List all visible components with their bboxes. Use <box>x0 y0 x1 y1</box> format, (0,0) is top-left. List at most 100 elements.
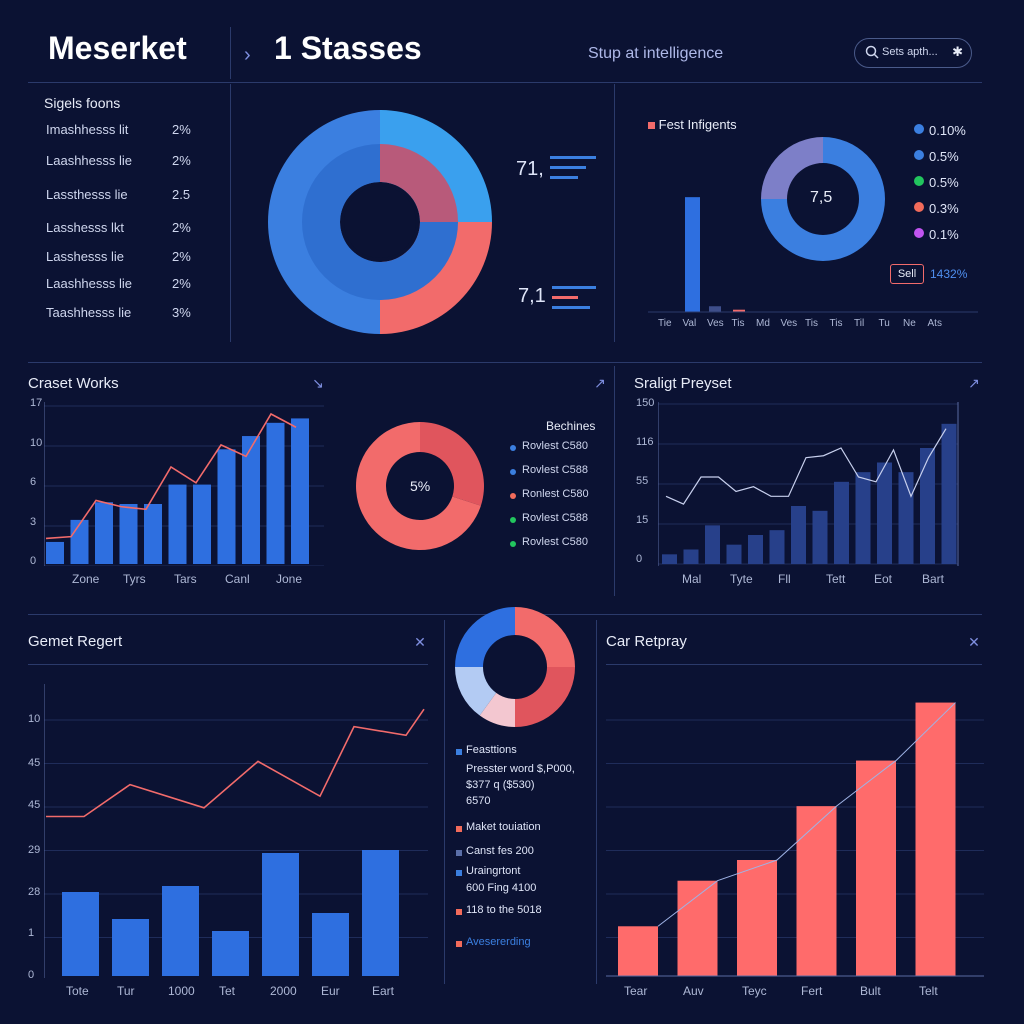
x-tick: Jone <box>276 572 303 586</box>
expand-icon[interactable]: ↗ <box>968 374 980 391</box>
x-tick: Mal <box>682 572 702 586</box>
signal-row-label: Lasshesss lkt <box>46 220 125 235</box>
x-tick: 2000 <box>270 984 297 998</box>
legend-label: Canst fes 200 <box>466 845 534 857</box>
x-tick: Ne <box>903 318 916 329</box>
y-tick: 1 <box>28 927 35 939</box>
line-series <box>665 428 947 505</box>
legend-swatch <box>456 870 462 876</box>
x-tick: 1000 <box>168 984 195 998</box>
metric-lines-b <box>552 286 596 309</box>
bar <box>312 913 349 976</box>
bar <box>898 472 914 564</box>
signals-title: Sigels foons <box>44 95 121 111</box>
bar <box>291 418 309 564</box>
car-chart <box>606 702 984 977</box>
divider-top <box>28 82 982 83</box>
y-tick: 10 <box>30 436 43 449</box>
x-tick: Tote <box>66 984 89 998</box>
y-tick: 3 <box>30 515 37 528</box>
bar <box>748 535 763 564</box>
y-tick: 55 <box>636 475 649 487</box>
fest-legend-label: Fest Infigents <box>658 117 737 132</box>
x-tick: Fert <box>801 984 823 998</box>
legend-label: 0.5% <box>929 149 959 164</box>
signal-row-value: 2% <box>172 276 191 291</box>
legend-label: Rovlest C588 <box>522 512 589 524</box>
x-tick: Ats <box>927 318 942 329</box>
x-tick: Ves <box>780 318 798 329</box>
legend-dot <box>510 517 516 523</box>
x-tick: Bart <box>922 572 945 586</box>
bar <box>726 544 742 564</box>
search-input[interactable]: Sets apth... ✱ <box>854 38 972 68</box>
x-tick: Auv <box>683 984 704 998</box>
settings-icon[interactable]: ✱ <box>952 44 963 59</box>
mid-donut-center: 5% <box>410 478 431 494</box>
line-series <box>45 412 297 540</box>
signal-row-value: 2% <box>172 153 191 168</box>
legend-dot <box>914 176 924 186</box>
legend-dot <box>914 202 924 212</box>
x-tick: Eart <box>372 984 395 998</box>
bar <box>162 886 199 976</box>
bar <box>877 462 892 564</box>
expand-icon[interactable]: ↘ <box>312 374 324 391</box>
gemet-title: Gemet Regert <box>28 633 123 650</box>
metric-lines-a <box>550 156 596 179</box>
donut-hole <box>388 454 452 518</box>
legend-dot <box>914 124 924 134</box>
bc-donut-slice <box>479 692 515 727</box>
expand-icon[interactable]: ↗ <box>594 374 606 391</box>
craset-chart <box>44 402 324 566</box>
sell-value: 1432% <box>930 267 968 281</box>
tr-donut-slice <box>761 137 823 199</box>
legend-label: 0.3% <box>929 201 959 216</box>
legend-label: Maket touiation <box>466 821 541 833</box>
header-subtitle: Stup at intelligence <box>588 45 724 62</box>
fest-legend: Fest Infigents <box>648 117 737 132</box>
y-tick: 45 <box>28 799 41 811</box>
main-donut-inner-slice <box>380 144 458 222</box>
signal-row-label: Imashhesss lit <box>46 122 129 137</box>
x-tick: Tie <box>658 318 672 329</box>
legend-label: Feasttions <box>466 744 517 756</box>
bar <box>769 530 785 564</box>
bar <box>62 892 99 976</box>
signal-row-value: 2% <box>172 220 191 235</box>
bar <box>112 919 149 976</box>
x-tick: Tis <box>805 318 818 329</box>
legend-label: Rovlest C580 <box>522 536 589 548</box>
bar <box>212 931 249 976</box>
bar <box>193 484 211 564</box>
x-tick: Tyrs <box>123 572 146 586</box>
legend-dot <box>510 469 516 475</box>
x-tick: Val <box>682 318 697 329</box>
signal-row-value: 2.5 <box>172 187 191 202</box>
car-divider <box>606 664 982 665</box>
bc-donut-slice <box>455 667 497 716</box>
x-tick: Tars <box>174 572 197 586</box>
line-series <box>46 708 425 818</box>
y-tick: 0 <box>30 555 37 567</box>
mid-donut-slice <box>420 422 484 506</box>
bar <box>834 481 849 564</box>
y-tick: 116 <box>636 436 654 448</box>
top-right-donut-center: 7,5 <box>810 189 833 206</box>
donut-hole <box>485 637 545 697</box>
bar <box>144 504 162 564</box>
main-donut-inner-slice <box>302 144 458 300</box>
bar <box>683 549 699 564</box>
bar <box>685 197 700 312</box>
legend-label: 600 Fing 4100 <box>466 882 537 894</box>
x-tick: Tett <box>826 572 846 586</box>
x-tick: Til <box>854 318 865 329</box>
legend-label: Ronlest C580 <box>522 488 589 500</box>
close-icon[interactable]: ✕ <box>414 633 426 650</box>
legend-label: 0.5% <box>929 175 959 190</box>
sell-badge[interactable]: Sell <box>890 264 924 284</box>
close-icon[interactable]: ✕ <box>968 633 980 650</box>
legend-dot <box>510 445 516 451</box>
x-tick: Zone <box>72 572 100 586</box>
bar <box>217 449 236 564</box>
